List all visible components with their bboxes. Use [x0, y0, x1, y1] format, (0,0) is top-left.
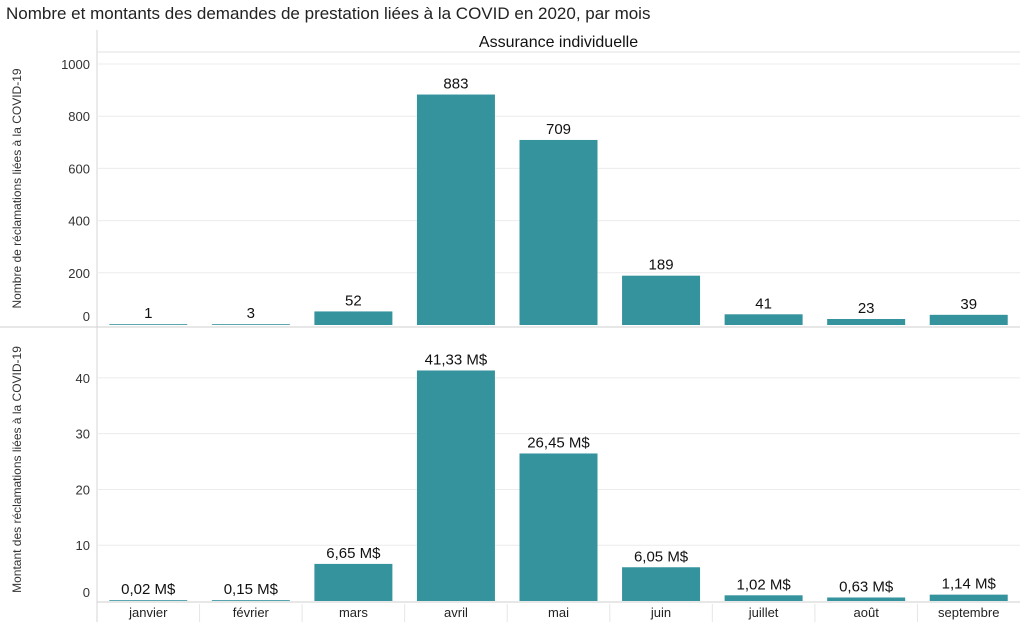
bar — [519, 453, 598, 601]
bar — [622, 567, 701, 601]
y-axis-title: Nombre de réclamations liées à la COVID-… — [10, 68, 24, 308]
x-tick-label: juin — [650, 605, 671, 620]
y-tick-label: 20 — [76, 482, 90, 497]
bar — [929, 594, 1008, 601]
bar — [314, 563, 393, 601]
x-tick-label: février — [233, 605, 270, 620]
data-label: 41,33 M$ — [425, 351, 488, 368]
x-tick-label: juillet — [748, 605, 779, 620]
y-axis-title: Montant des réclamations liées à la COVI… — [10, 346, 24, 593]
chart-title: Nombre et montants des demandes de prest… — [6, 4, 651, 23]
bar — [724, 595, 803, 601]
y-tick-label: 40 — [76, 371, 90, 386]
x-tick-label: mars — [339, 605, 368, 620]
y-tick-label: 30 — [76, 427, 90, 442]
y-tick-label: 1000 — [61, 57, 90, 72]
x-tick-label: mai — [548, 605, 569, 620]
bar — [314, 311, 393, 325]
data-label: 189 — [649, 257, 674, 274]
bar — [827, 597, 906, 601]
data-label: 0,63 M$ — [839, 578, 894, 595]
bar — [109, 324, 188, 325]
x-tick-label: avril — [444, 605, 468, 620]
data-label: 709 — [546, 121, 571, 138]
bar — [416, 370, 495, 601]
y-tick-label: 10 — [76, 538, 90, 553]
data-label: 0,02 M$ — [121, 581, 176, 598]
data-label: 6,05 M$ — [634, 548, 689, 565]
y-tick-label: 400 — [68, 214, 90, 229]
data-label: 39 — [960, 296, 977, 313]
bar — [211, 600, 290, 601]
data-label: 1,14 M$ — [942, 576, 997, 593]
data-label: 41 — [755, 295, 772, 312]
x-tick-label: janvier — [128, 605, 168, 620]
x-tick-label: août — [854, 605, 880, 620]
y-tick-label: 0 — [83, 585, 90, 600]
bar — [416, 94, 495, 325]
data-label: 883 — [443, 76, 468, 93]
y-tick-label: 200 — [68, 266, 90, 281]
data-label: 52 — [345, 292, 362, 309]
y-tick-label: 0 — [83, 309, 90, 324]
bar — [827, 318, 906, 325]
y-tick-label: 600 — [68, 161, 90, 176]
data-label: 26,45 M$ — [527, 434, 590, 451]
bar — [109, 600, 188, 601]
bar — [519, 139, 598, 325]
bar — [622, 275, 701, 325]
data-label: 23 — [858, 300, 875, 317]
data-label: 3 — [247, 305, 255, 322]
data-label: 6,65 M$ — [326, 545, 381, 562]
data-label: 1 — [144, 305, 152, 322]
y-tick-label: 800 — [68, 109, 90, 124]
x-tick-label: septembre — [938, 605, 999, 620]
data-label: 0,15 M$ — [224, 581, 279, 598]
bar — [929, 314, 1008, 325]
column-header: Assurance individuelle — [479, 34, 638, 51]
data-label: 1,02 M$ — [737, 576, 792, 593]
bar — [211, 324, 290, 325]
bar — [724, 314, 803, 325]
